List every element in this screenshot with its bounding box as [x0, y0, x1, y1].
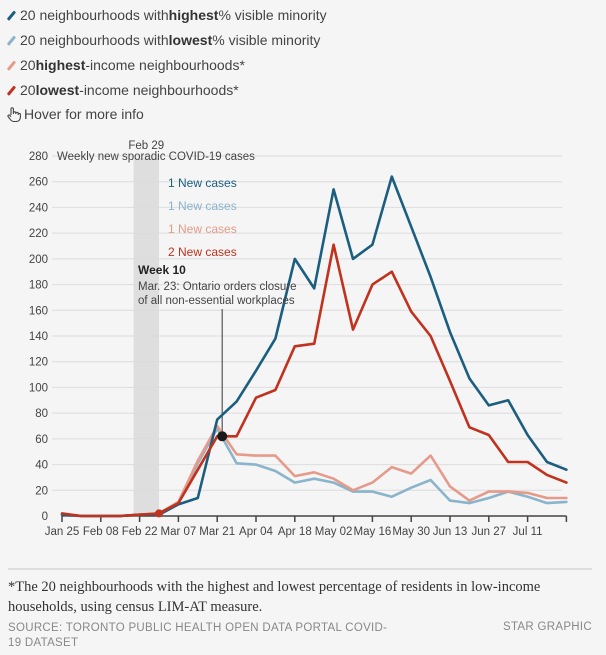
x-tick-label: Apr 04 [239, 526, 273, 538]
y-tick-label: 100 [29, 382, 48, 394]
y-tick-label: 120 [29, 357, 48, 369]
y-tick-label: 40 [35, 460, 48, 472]
x-tick-label: May 30 [392, 526, 430, 538]
hover-label: 1 New cases [168, 176, 237, 190]
legend-item-highest-income[interactable]: 20 highest -income neighbourhoods* [6, 52, 327, 77]
legend-item-lowest-visible-minority[interactable]: 20 neighbourhoods with lowest % visible … [6, 27, 327, 52]
marker-point [155, 509, 163, 518]
y-tick-label: 260 [29, 177, 48, 189]
annotation-dot [217, 431, 228, 442]
divider [8, 568, 592, 570]
x-tick-label: Apr 18 [278, 526, 312, 538]
legend-item-lowest-income[interactable]: 20 lowest -income neighbourhoods* [6, 77, 327, 102]
hover-label: 1 New cases [168, 199, 237, 213]
y-tick-label: 240 [29, 202, 48, 214]
y-tick-label: 180 [29, 280, 48, 292]
line-chart[interactable]: Feb 29 0 20 40 60 80 100 120 140 160 180 200 220 240 2… [0, 135, 606, 555]
x-tick-label: May 02 [315, 526, 353, 538]
highlight-band-label: Feb 29 [128, 140, 164, 152]
x-tick-label: Jun 27 [472, 526, 507, 538]
y-tick-label: 200 [29, 254, 48, 266]
legend-item-highest-visible-minority[interactable]: 20 neighbourhoods with highest % visible… [6, 2, 327, 27]
line-swatch-icon [6, 85, 16, 95]
graphic-credit: STAR GRAPHIC [502, 621, 592, 633]
annotation-text: of all non-essential workplaces [138, 295, 295, 307]
legend: 20 neighbourhoods with highest % visible… [6, 2, 327, 102]
x-tick-label: Mar 07 [161, 526, 197, 538]
y-tick-label: 140 [29, 331, 48, 343]
source-note: SOURCE: TORONTO PUBLIC HEALTH OPEN DATA … [8, 622, 388, 649]
series-line-3 [60, 243, 568, 518]
x-tick-label: Jul 11 [513, 526, 543, 538]
footnote: *The 20 neighbourhoods with the highest … [8, 579, 541, 615]
highlight-band [133, 158, 159, 516]
y-tick-label: 220 [29, 228, 48, 240]
hover-label: 2 New cases [168, 245, 237, 259]
line-swatch-icon [6, 35, 16, 45]
hover-hint: Hover for more info [7, 106, 144, 122]
y-tick-label: 160 [29, 305, 48, 317]
y-tick-label: 60 [35, 434, 48, 446]
y-tick-label: 280 [29, 151, 48, 163]
x-tick-label: May 16 [354, 526, 392, 538]
x-tick-label: Mar 21 [199, 526, 235, 538]
line-swatch-icon [6, 60, 16, 70]
line-swatch-icon [6, 10, 16, 20]
x-tick-label: Feb 08 [83, 526, 119, 538]
annotation-title: Week 10 [138, 263, 186, 277]
y-tick-label: 0 [42, 511, 48, 523]
x-tick-label: Feb 22 [122, 526, 158, 538]
x-tick-label: Jan 25 [45, 526, 80, 538]
y-tick-label: 20 [35, 485, 48, 497]
pointing-hand-icon [7, 106, 21, 122]
hover-label: 1 New cases [168, 222, 237, 236]
chart-title: Weekly new sporadic COVID-19 cases [57, 151, 255, 163]
annotation-text: Mar. 23: Ontario orders closure [138, 281, 297, 293]
y-tick-label: 80 [35, 408, 48, 420]
x-tick-label: Jun 13 [433, 526, 468, 538]
